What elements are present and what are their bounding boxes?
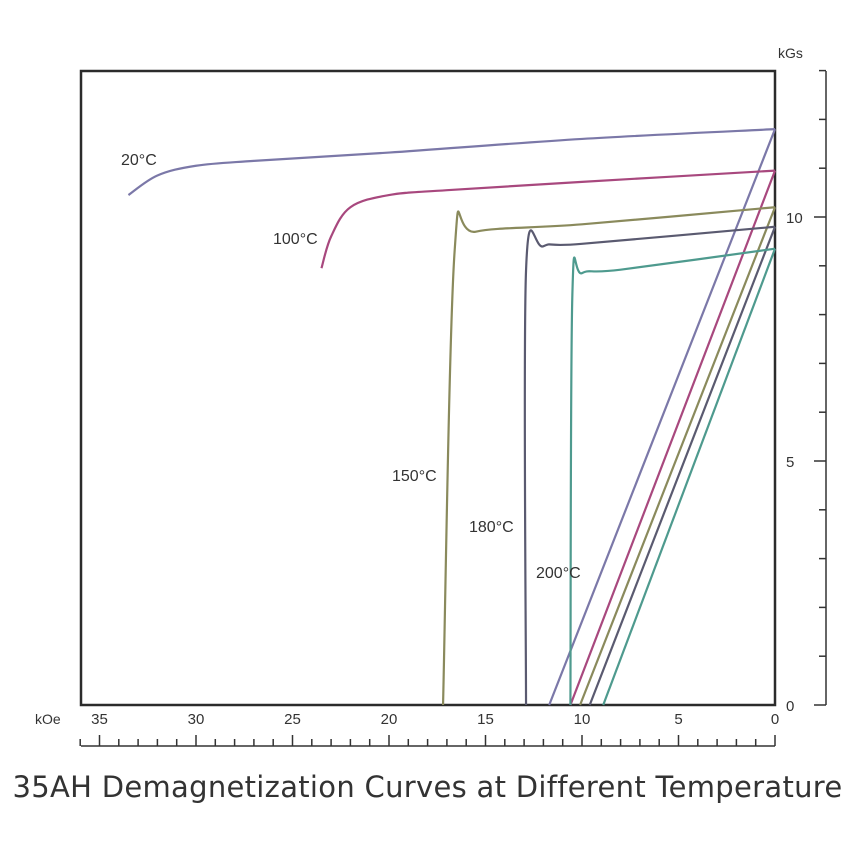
normal-curve [569, 170, 777, 706]
y-unit-label: kGs [778, 45, 803, 61]
y-tick-label: 5 [786, 454, 794, 471]
y-axis: 0 5 10 [786, 69, 827, 715]
curve-label: 180°C [469, 519, 514, 536]
x-axis: 35 30 25 20 15 10 5 0 [79, 711, 779, 747]
normal-curve [602, 248, 777, 706]
x-tick-label: 25 [284, 711, 301, 728]
x-tick-label: 5 [674, 711, 682, 728]
x-tick-label: 0 [771, 711, 779, 728]
curve-label: 20°C [121, 152, 157, 169]
curve-label: 200°C [536, 565, 581, 582]
normal-curve [579, 206, 777, 706]
intrinsic-curve [569, 247, 776, 706]
y-tick-label: 10 [786, 210, 803, 227]
x-tick-label: 10 [574, 711, 591, 728]
curve-labels: 20°C 100°C 150°C 180°C 200°C [121, 152, 581, 582]
x-tick-label: 15 [477, 711, 494, 728]
intrinsic-curve [320, 169, 776, 269]
curve-label: 150°C [392, 468, 437, 485]
x-unit-label: kOe [35, 711, 61, 727]
plot-frame [79, 69, 777, 707]
intrinsic-curve [127, 128, 776, 196]
curve-label: 100°C [273, 231, 318, 248]
chart-title: 35AH Demagnetization Curves at Different… [12, 770, 843, 804]
normal-curve [588, 226, 777, 706]
normal-curve [548, 128, 777, 706]
y-tick-label: 0 [786, 698, 794, 715]
intrinsic-curve [523, 225, 776, 706]
x-tick-label: 30 [188, 711, 205, 728]
curves [127, 128, 777, 706]
intrinsic-curve [441, 206, 776, 706]
x-tick-label: 20 [381, 711, 398, 728]
x-tick-label: 35 [91, 711, 108, 728]
